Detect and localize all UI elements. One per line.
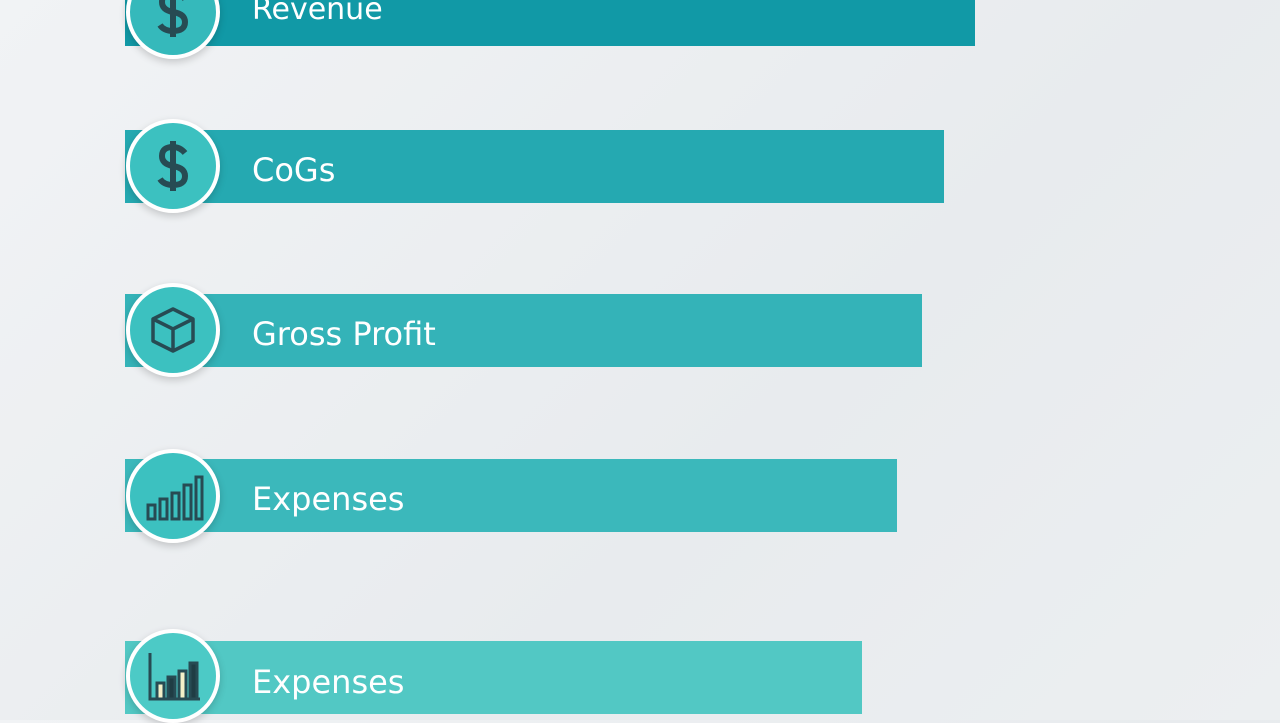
icon-glyph [148,653,200,701]
bar-chart-icon [126,449,220,543]
item-bar [125,0,975,46]
item-label: Gross Profit [252,315,436,353]
icon-glyph [151,307,195,353]
item-label: Expenses [252,480,405,518]
bar-chart-icon [126,629,220,723]
item-bar [125,130,944,203]
item-label: Revenue [252,0,383,27]
item-label: Expenses [252,663,405,701]
item-bar [125,294,922,367]
item-label: CoGs [252,151,336,189]
cube-icon [126,283,220,377]
icon-glyph [157,141,189,191]
icon-glyph [157,0,189,37]
dollar-icon [126,119,220,213]
item-bar [125,459,897,532]
dollar-icon [126,0,220,59]
icon-glyph [146,475,204,521]
item-bar [125,641,862,714]
